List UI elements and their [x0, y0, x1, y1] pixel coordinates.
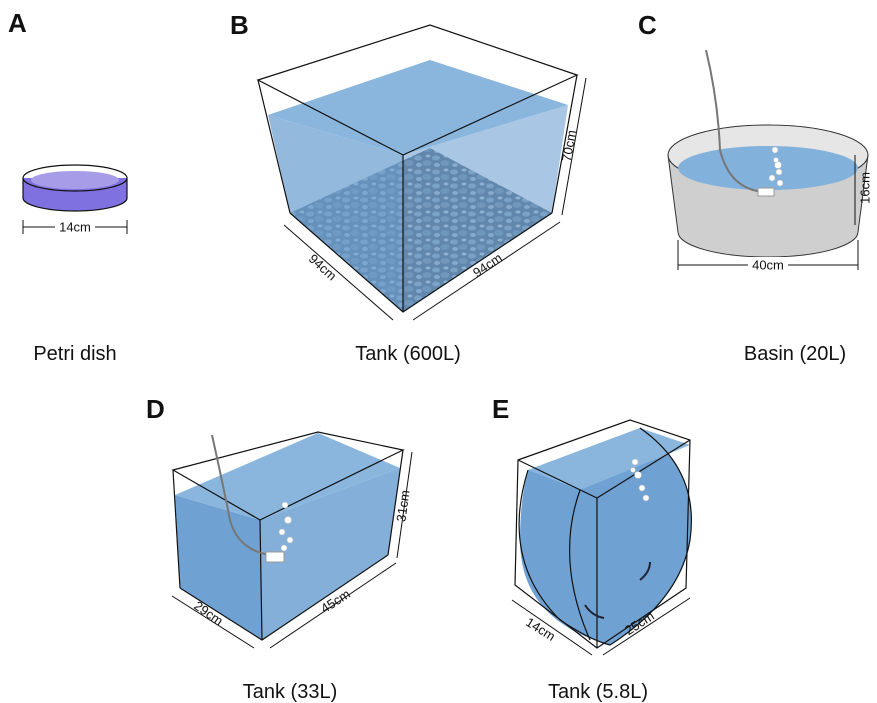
dimension-label: 14cm [523, 614, 558, 644]
caption: Tank (33L) [243, 681, 338, 703]
illustration-shape [639, 561, 651, 581]
illustration-shape [705, 49, 766, 193]
illustration-shape [211, 434, 271, 556]
caption: Tank (5.8L) [548, 681, 648, 703]
illustration-shape [609, 427, 692, 646]
dimension-label: 70cm [559, 129, 579, 163]
illustration-shape [768, 146, 784, 187]
illustration-shape [630, 458, 650, 502]
dimension-label: 94cm [306, 251, 340, 283]
illustration-shape [268, 115, 403, 312]
illustration-shape [171, 595, 255, 649]
illustration-shape [551, 74, 578, 214]
illustration-shape [518, 469, 611, 646]
illustration-shape [630, 467, 636, 473]
illustration-shape [561, 77, 587, 216]
illustration-shape [596, 439, 691, 499]
illustration-shape [278, 501, 294, 552]
illustration-shape [260, 468, 400, 640]
illustration-shape [634, 471, 642, 479]
caption: Tank (600L) [355, 343, 461, 365]
caption: Petri dish [33, 343, 116, 365]
illustration-shape [642, 494, 650, 502]
panel-b: B 94cm 94cm 70cm Tank (600L) [230, 10, 587, 365]
illustration-shape [31, 171, 119, 189]
illustration-shape [268, 60, 568, 155]
illustration-shape [289, 212, 553, 313]
illustration-shape [22, 178, 128, 212]
illustration-shape [387, 449, 404, 556]
illustration-shape [748, 257, 788, 273]
panel-letter: D [146, 394, 165, 424]
illustration-shape [172, 469, 181, 589]
illustration-shape [514, 419, 691, 649]
panel-letter: E [492, 394, 509, 424]
illustration-shape [678, 146, 858, 190]
illustration-shape [517, 459, 598, 499]
illustration-shape [776, 179, 784, 187]
illustration-shape [602, 597, 691, 656]
panel-letter: C [638, 10, 657, 40]
illustration-shape [584, 604, 605, 619]
illustration-shape [631, 458, 639, 466]
illustration-shape [280, 544, 288, 552]
dimension-label: 40cm [752, 257, 784, 272]
illustration-shape [175, 433, 400, 520]
panel-c: C 40cm 16cm Basin (20L) [638, 10, 872, 365]
panel-d: D 29cm 45cm 31cm Tank (33L) [146, 394, 413, 703]
illustration-shape [281, 501, 289, 509]
illustration-shape [284, 516, 292, 524]
illustration-shape [396, 451, 413, 559]
dimension-label: 14cm [59, 219, 91, 234]
illustration-shape [179, 554, 389, 641]
illustration-shape [265, 551, 285, 563]
dimension-label: 16cm [857, 172, 872, 204]
illustration-shape [768, 174, 776, 182]
panel-e: E 14cm 25cm Tank (5.8L) [492, 394, 692, 703]
illustration-shape [775, 168, 783, 176]
illustration-shape [757, 187, 775, 197]
illustration-shape [403, 105, 568, 312]
illustration-shape [259, 519, 263, 641]
illustration-shape [638, 484, 646, 492]
illustration-shape [569, 489, 591, 641]
illustration-shape [278, 528, 286, 536]
illustration-shape [511, 599, 593, 656]
dimension-label: 31cm [393, 489, 412, 523]
panel-a: A 14cm Petri dish [8, 8, 128, 365]
illustration-shape [773, 157, 779, 163]
illustration-shape [55, 219, 95, 235]
illustration-shape [771, 146, 779, 154]
illustration-shape [528, 428, 690, 490]
illustration-shape [175, 495, 262, 640]
panel-letter: A [8, 8, 27, 38]
illustration-shape [412, 221, 561, 321]
illustration-shape [283, 224, 394, 321]
illustration-shape [257, 79, 291, 214]
illustration-shape [269, 562, 397, 649]
illustration-shape [286, 536, 294, 544]
panel-letter: B [230, 10, 249, 40]
caption: Basin (20L) [744, 343, 846, 365]
